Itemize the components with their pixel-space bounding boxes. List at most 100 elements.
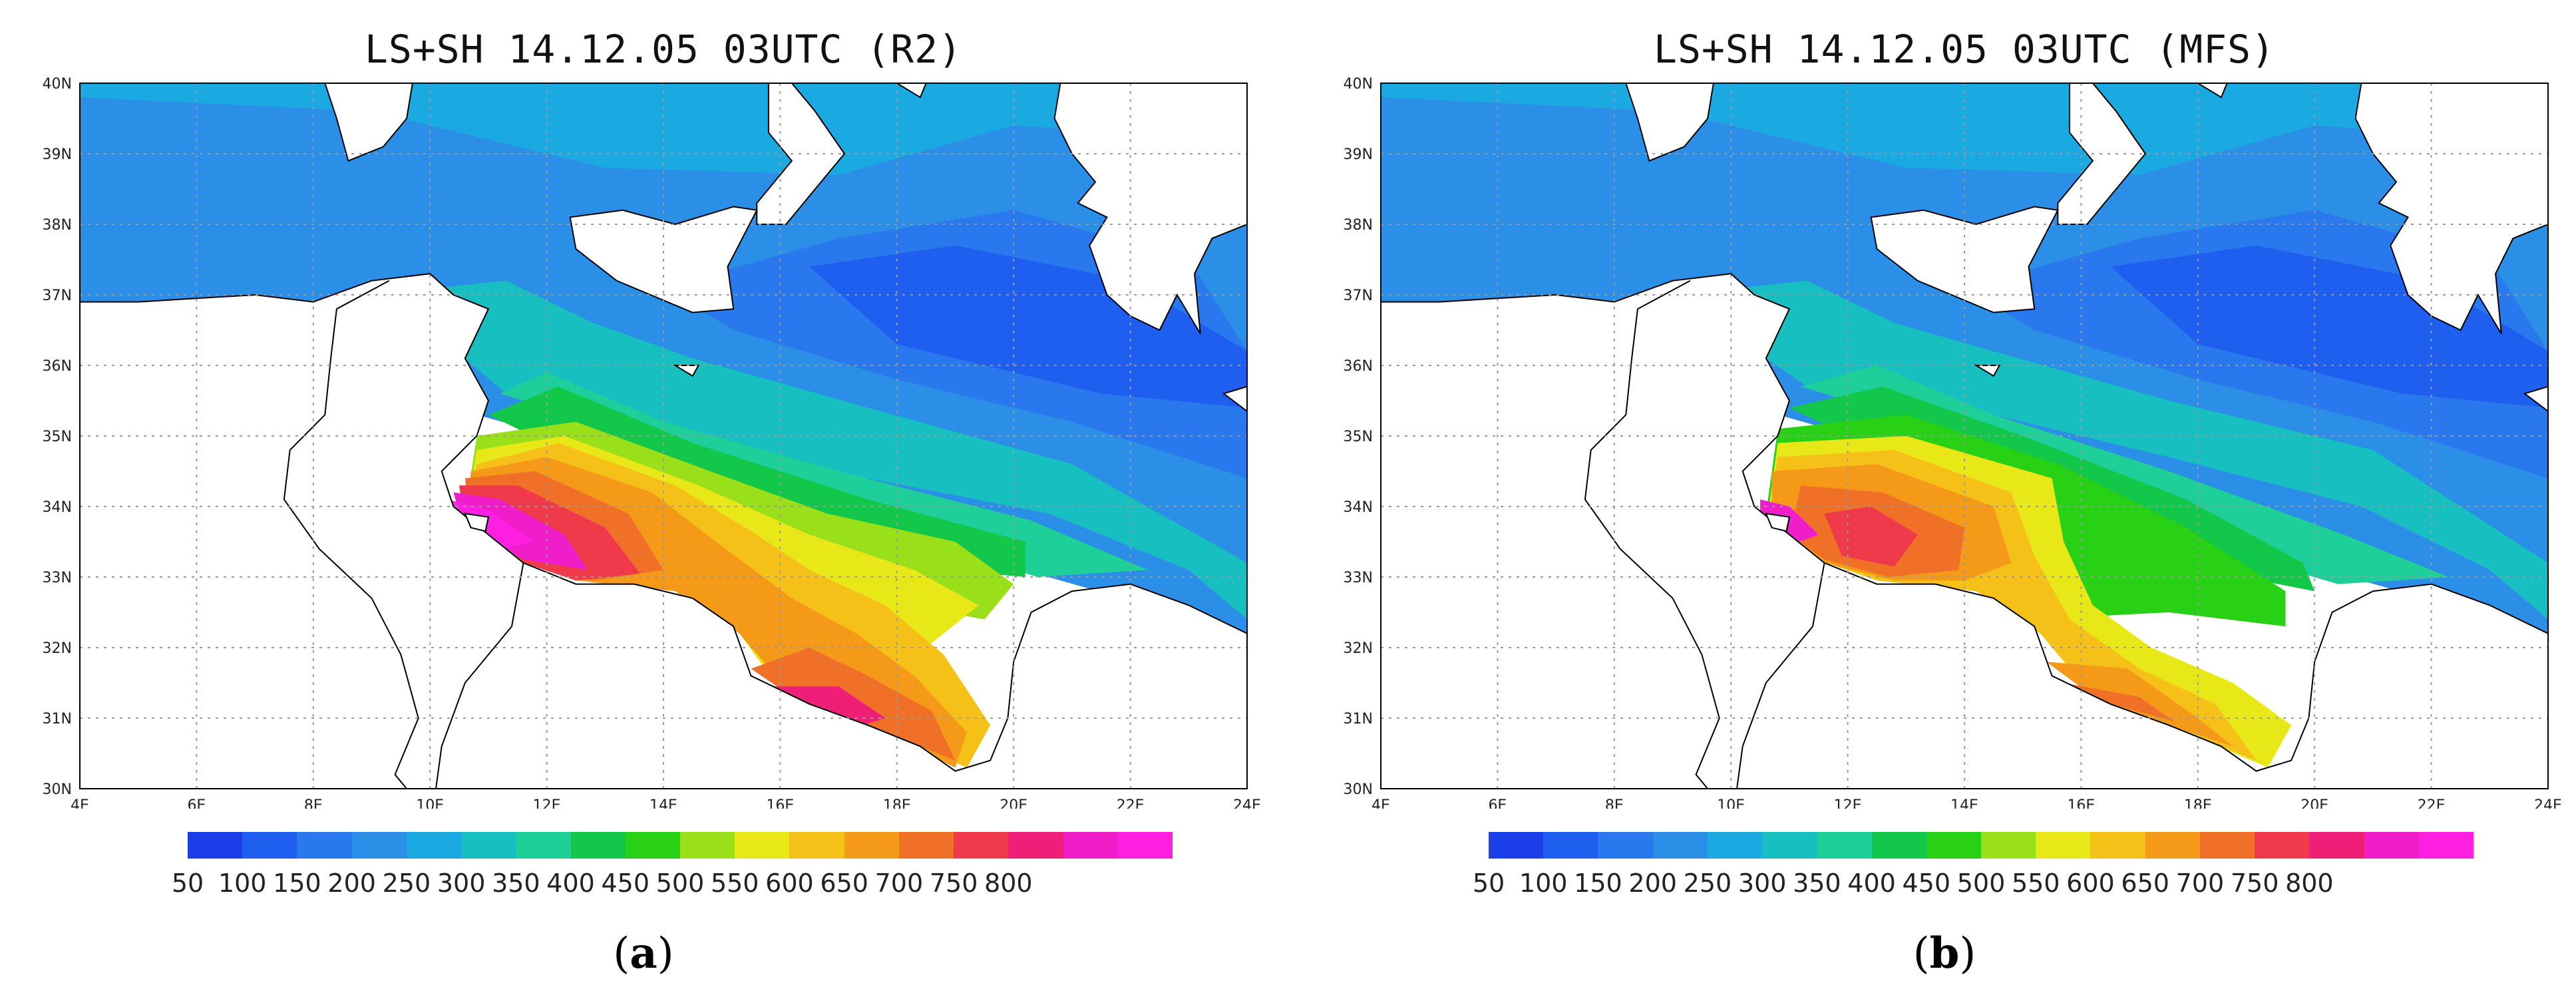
colorbar-tick-label: 700 bbox=[2175, 869, 2225, 898]
lon-tick-label: 14E bbox=[1950, 797, 1978, 809]
colorbar-swatch bbox=[735, 832, 790, 859]
lon-tick-label: 22E bbox=[2418, 797, 2446, 809]
colorbar-swatch bbox=[1707, 832, 1763, 859]
colorbar-swatch bbox=[1117, 832, 1173, 859]
crete-land bbox=[1222, 385, 1247, 413]
contour-band bbox=[2064, 683, 2175, 722]
colorbar-tick-label: 100 bbox=[218, 869, 267, 898]
lat-tick-label: 37N bbox=[1344, 288, 1373, 304]
colorbar bbox=[188, 832, 1173, 859]
africa-land bbox=[80, 273, 1247, 789]
colorbar-tick-label: 200 bbox=[1628, 869, 1677, 898]
colorbar-swatch bbox=[1489, 832, 1544, 859]
colorbar-swatch bbox=[844, 832, 899, 859]
colorbar-swatch bbox=[1980, 832, 2036, 859]
colorbar-swatch bbox=[2036, 832, 2091, 859]
colorbar-swatch bbox=[242, 832, 297, 859]
lat-tick-label: 35N bbox=[1344, 429, 1373, 445]
colorbar-swatch bbox=[2309, 832, 2364, 859]
lat-tick-label: 36N bbox=[43, 358, 72, 375]
plot-frame bbox=[1380, 83, 2549, 789]
contour-band bbox=[500, 372, 1148, 577]
lat-tick-label: 37N bbox=[43, 288, 72, 304]
map-plot: 30N 31N 32N 33N 34N 35N 36N 37N 38N 39N 40N 4E 6E 8E 1… bbox=[1344, 77, 2562, 809]
border-line bbox=[1584, 280, 1720, 789]
lon-tick-label: 8E bbox=[304, 797, 323, 809]
lat-tick-label: 38N bbox=[1344, 217, 1373, 234]
colorbar-swatch bbox=[2145, 832, 2200, 859]
sardinia-land bbox=[1625, 83, 1714, 162]
lon-tick-label: 4E bbox=[1372, 797, 1390, 809]
border-line bbox=[283, 280, 419, 789]
lon-tick-label: 18E bbox=[2184, 797, 2212, 809]
contour-band bbox=[1824, 506, 1918, 567]
colorbar-swatch bbox=[789, 832, 844, 859]
colorbar-tick-label: 50 bbox=[171, 869, 204, 898]
lon-tick-label: 6E bbox=[187, 797, 206, 809]
colorbar-tick-label: 750 bbox=[2230, 869, 2279, 898]
colorbar-tick-label: 350 bbox=[492, 869, 540, 898]
lon-tick-label: 24E bbox=[2534, 797, 2562, 809]
colorbar-swatch bbox=[2255, 832, 2310, 859]
lat-tick-label: 40N bbox=[43, 77, 72, 93]
lat-tick-label: 39N bbox=[43, 146, 72, 163]
lat-tick-label: 40N bbox=[1344, 77, 1373, 93]
colorbar-tick-label: 550 bbox=[2011, 869, 2060, 898]
lat-tick-label: 33N bbox=[1344, 570, 1373, 586]
colorbar-tick-label: 750 bbox=[929, 869, 978, 898]
lat-tick-label: 32N bbox=[43, 640, 72, 657]
lon-tick-label: 8E bbox=[1605, 797, 1624, 809]
italy-land bbox=[2186, 83, 2228, 99]
colorbar-swatch bbox=[1762, 832, 1817, 859]
colorbar-tick-label: 800 bbox=[2285, 869, 2334, 898]
lon-tick-label: 18E bbox=[883, 797, 911, 809]
africa-land bbox=[1381, 273, 2548, 789]
colorbar-tick-label: 500 bbox=[655, 869, 705, 898]
colorbar-swatch bbox=[516, 832, 571, 859]
colorbar-swatch bbox=[1926, 832, 1981, 859]
colorbar-tick-label: 650 bbox=[820, 869, 868, 898]
border-line bbox=[1736, 562, 1825, 789]
colorbar-tick-label: 450 bbox=[601, 869, 650, 898]
colorbar-swatch bbox=[1598, 832, 1653, 859]
lon-tick-label: 4E bbox=[71, 797, 89, 809]
colorbar-swatch bbox=[1063, 832, 1118, 859]
colorbar-tick-label: 600 bbox=[2066, 869, 2115, 898]
italy-land bbox=[885, 83, 927, 99]
lat-tick-label: 35N bbox=[43, 429, 72, 445]
lon-tick-label: 6E bbox=[1488, 797, 1507, 809]
colorbar-swatch bbox=[297, 832, 352, 859]
lon-tick-label: 14E bbox=[649, 797, 677, 809]
lon-tick-label: 12E bbox=[533, 797, 561, 809]
colorbar bbox=[1489, 832, 2474, 859]
lon-tick-label: 20E bbox=[2300, 797, 2328, 809]
contour-band bbox=[1760, 499, 1819, 546]
colorbar-tick-label: 200 bbox=[327, 869, 376, 898]
colorbar-swatch bbox=[188, 832, 243, 859]
colorbar-swatch bbox=[351, 832, 407, 859]
colorbar-tick-label: 600 bbox=[765, 869, 814, 898]
contour-band bbox=[447, 499, 536, 549]
colorbar-tick-label: 700 bbox=[874, 869, 924, 898]
colorbar-tick-label: 100 bbox=[1519, 869, 1568, 898]
colorbar-tick-label: 450 bbox=[1902, 869, 1951, 898]
colorbar-tick-label: 650 bbox=[2121, 869, 2169, 898]
colorbar-tick-label: 150 bbox=[273, 869, 321, 898]
colorbar-tick-label: 400 bbox=[546, 869, 595, 898]
colorbar-swatch bbox=[1543, 832, 1598, 859]
panel-caption: (a) bbox=[613, 928, 674, 978]
plot-frame bbox=[79, 83, 1248, 789]
colorbar-tick-label: 550 bbox=[710, 869, 759, 898]
colorbar-swatch bbox=[625, 832, 680, 859]
djerba-island bbox=[1765, 512, 1791, 532]
colorbar-tick-label: 300 bbox=[1738, 869, 1787, 898]
colorbar-tick-label: 500 bbox=[1956, 869, 2006, 898]
colorbar-swatch bbox=[2090, 832, 2145, 859]
lat-tick-label: 39N bbox=[1344, 146, 1373, 163]
lon-tick-label: 16E bbox=[2067, 797, 2095, 809]
colorbar-labels: 50 100 150 200 250 300 350 400 450 500 550 600 650 70… bbox=[172, 869, 1173, 902]
colorbar-tick-label: 250 bbox=[382, 869, 431, 898]
lon-tick-label: 24E bbox=[1233, 797, 1261, 809]
panel-title: LS+SH 14.12.05 03UTC (R2) bbox=[365, 27, 962, 72]
border-line bbox=[435, 562, 524, 789]
